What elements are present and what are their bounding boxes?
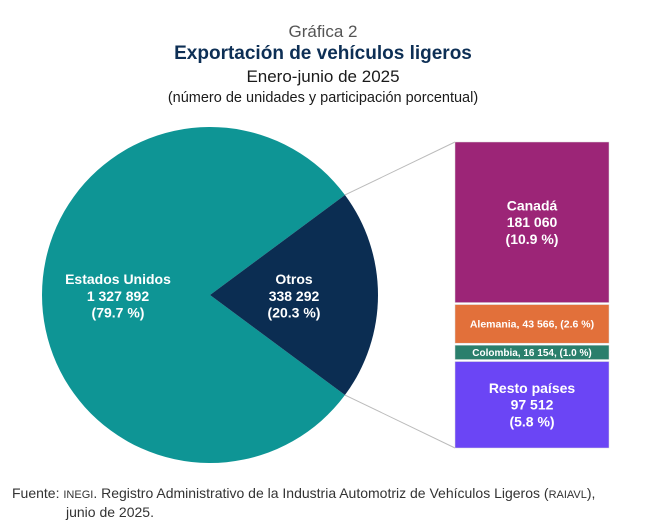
bar-segment-canad- [454, 141, 610, 303]
chart-units: (número de unidades y participación porc… [167, 90, 479, 106]
pie-label-otros: Otros 338 292 (20.3 %) [268, 271, 321, 321]
source-org: INEGI [63, 489, 94, 501]
source-prefix: Fuente: [12, 485, 64, 501]
pie-label-estados-unidos: Estados Unidos 1 327 892 (79.7 %) [65, 271, 171, 321]
bar-segment-resto-pa-ses [454, 361, 610, 449]
chart-period: Enero-junio de 2025 [246, 67, 400, 86]
chart-title: Exportación de vehículos ligeros [174, 43, 472, 64]
source-text: . Registro Administrativo de la Industri… [93, 485, 549, 501]
connector-line-bottom [344, 394, 456, 449]
bar-label-colombia: Colombia, 16 154, (1.0 %) [472, 348, 592, 359]
bar-segment-alemania [454, 304, 610, 344]
pie-slice-otros [210, 194, 378, 396]
pie-slice-estados-unidos [42, 126, 345, 463]
bar-label-resto-pa-ses: Resto países 97 512 (5.8 %) [489, 380, 576, 430]
source-abbr: RAIAVL [548, 489, 587, 501]
bar-label-canad-: Canadá 181 060 (10.9 %) [506, 197, 559, 247]
bar-label-alemania: Alemania, 43 566, (2.6 %) [470, 318, 594, 330]
source-suffix: ), [586, 485, 596, 501]
connector-line-top [344, 141, 456, 196]
bar-segment-colombia [454, 344, 610, 360]
chart-label: Gráfica 2 [288, 22, 358, 41]
source-date: junio de 2025. [66, 504, 154, 520]
source-note: Fuente: INEGI. Registro Administrativo d… [12, 485, 595, 521]
